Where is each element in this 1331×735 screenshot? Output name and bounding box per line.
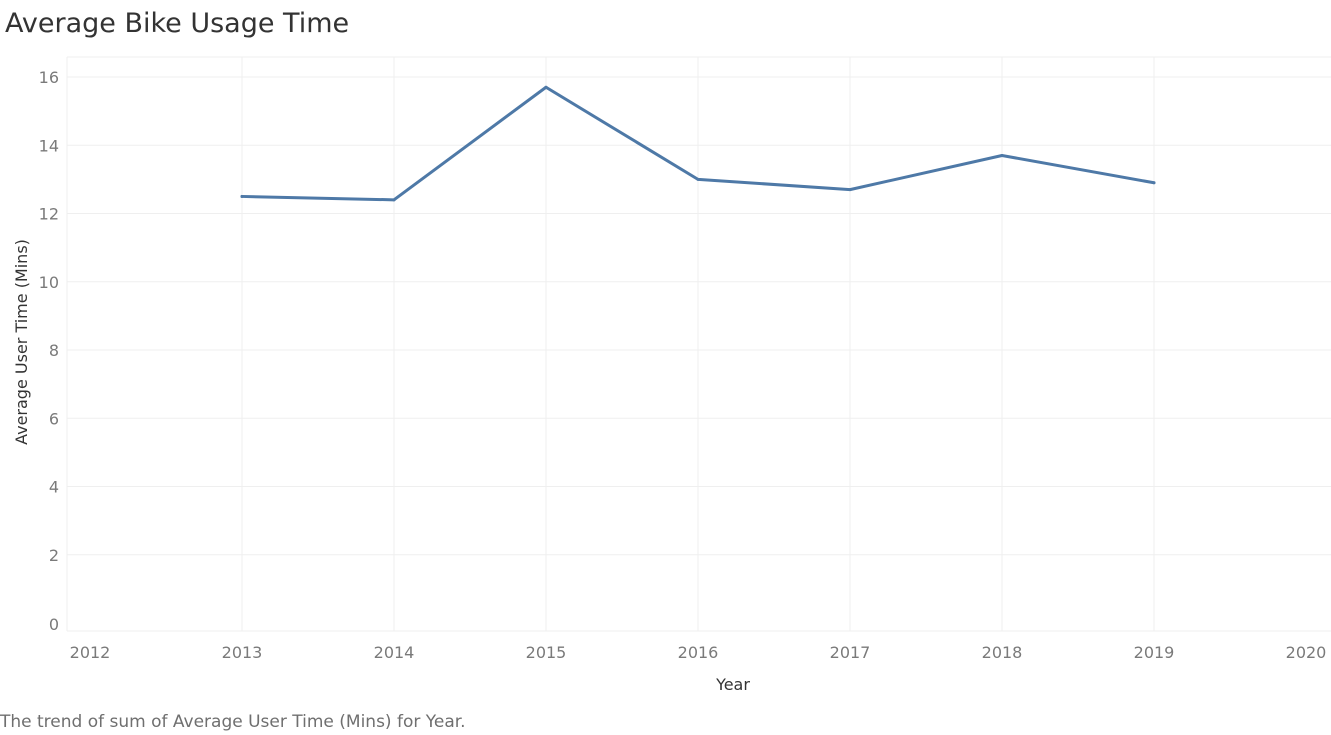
data-point [544, 85, 548, 89]
data-point [1000, 153, 1004, 157]
x-tick-label: 2014 [374, 643, 415, 662]
data-point [240, 194, 244, 198]
x-tick-label: 2019 [1134, 643, 1175, 662]
y-axis-title: Average User Time (Mins) [12, 239, 31, 445]
y-tick-label: 8 [49, 341, 59, 360]
y-tick-label: 6 [49, 409, 59, 428]
y-tick-label: 0 [49, 615, 59, 634]
x-tick-label: 2015 [526, 643, 567, 662]
data-point [848, 188, 852, 192]
x-axis-title: Year [715, 675, 750, 694]
y-axis-ticks: 0 2 4 6 8 10 12 14 16 [39, 68, 59, 634]
y-tick-label: 14 [39, 136, 59, 155]
chart-caption: The trend of sum of Average User Time (M… [0, 712, 466, 732]
y-tick-label: 16 [39, 68, 59, 87]
y-tick-label: 10 [39, 273, 59, 292]
data-point [1152, 181, 1156, 185]
x-tick-label: 2018 [982, 643, 1023, 662]
x-axis-ticks: 2012 2013 2014 2015 2016 2017 2018 2019 2020 [70, 643, 1327, 662]
y-tick-label: 4 [49, 478, 59, 497]
data-point [392, 198, 396, 202]
series-layer [240, 85, 1156, 202]
y-tick-label: 2 [49, 546, 59, 565]
x-tick-label: 2016 [678, 643, 719, 662]
x-tick-label: 2017 [830, 643, 871, 662]
x-tick-label: 2013 [222, 643, 263, 662]
chart-title: Average Bike Usage Time [5, 8, 350, 39]
y-tick-label: 12 [39, 205, 59, 224]
x-tick-label: 2020 [1286, 643, 1327, 662]
x-tick-label: 2012 [70, 643, 111, 662]
grid-layer [66, 56, 1331, 632]
data-point [696, 177, 700, 181]
